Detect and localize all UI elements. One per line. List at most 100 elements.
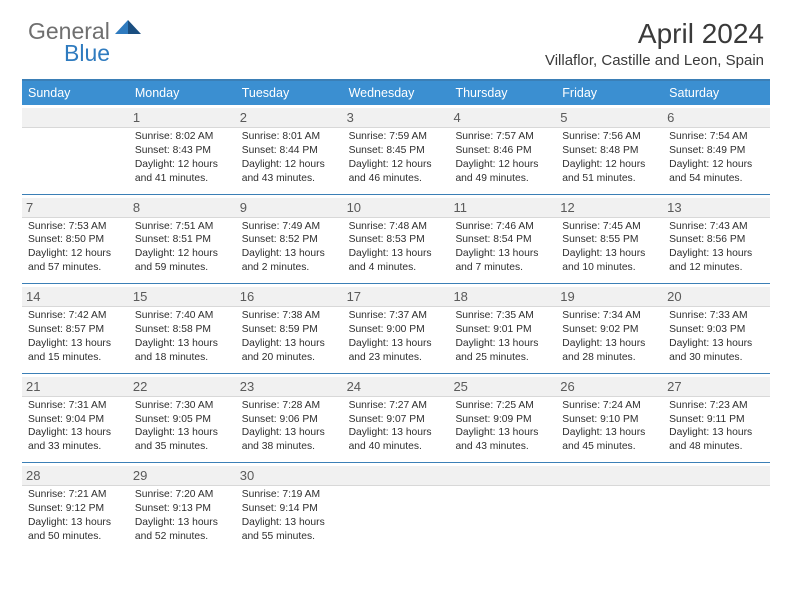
day-cell: 11Sunrise: 7:46 AMSunset: 8:54 PMDayligh…: [449, 195, 556, 284]
day-info: Sunrise: 7:31 AMSunset: 9:04 PMDaylight:…: [28, 399, 123, 455]
day-info: Sunrise: 7:30 AMSunset: 9:05 PMDaylight:…: [135, 399, 230, 455]
day-cell: [556, 463, 663, 552]
empty-day: [556, 466, 663, 486]
day-number: 2: [236, 108, 343, 128]
day-number: 9: [236, 198, 343, 218]
day-number: 21: [22, 377, 129, 397]
day-cell: 10Sunrise: 7:48 AMSunset: 8:53 PMDayligh…: [343, 195, 450, 284]
week-row: 1Sunrise: 8:02 AMSunset: 8:43 PMDaylight…: [22, 105, 770, 195]
day-number: 19: [556, 287, 663, 307]
weekday-header: Thursday: [449, 81, 556, 105]
day-cell: [22, 105, 129, 194]
day-number: 1: [129, 108, 236, 128]
day-number: 22: [129, 377, 236, 397]
week-row: 14Sunrise: 7:42 AMSunset: 8:57 PMDayligh…: [22, 284, 770, 374]
day-number: 10: [343, 198, 450, 218]
empty-day: [22, 108, 129, 128]
day-info: Sunrise: 7:57 AMSunset: 8:46 PMDaylight:…: [455, 130, 550, 186]
day-cell: 29Sunrise: 7:20 AMSunset: 9:13 PMDayligh…: [129, 463, 236, 552]
day-info: Sunrise: 7:25 AMSunset: 9:09 PMDaylight:…: [455, 399, 550, 455]
weekday-header: Saturday: [663, 81, 770, 105]
day-number: 15: [129, 287, 236, 307]
day-cell: 27Sunrise: 7:23 AMSunset: 9:11 PMDayligh…: [663, 374, 770, 463]
day-info: Sunrise: 7:35 AMSunset: 9:01 PMDaylight:…: [455, 309, 550, 365]
day-info: Sunrise: 7:51 AMSunset: 8:51 PMDaylight:…: [135, 220, 230, 276]
day-number: 30: [236, 466, 343, 486]
day-info: Sunrise: 7:38 AMSunset: 8:59 PMDaylight:…: [242, 309, 337, 365]
day-cell: 2Sunrise: 8:01 AMSunset: 8:44 PMDaylight…: [236, 105, 343, 194]
day-number: 28: [22, 466, 129, 486]
weekday-header: Tuesday: [236, 81, 343, 105]
day-number: 24: [343, 377, 450, 397]
day-info: Sunrise: 7:56 AMSunset: 8:48 PMDaylight:…: [562, 130, 657, 186]
day-number: 26: [556, 377, 663, 397]
day-number: 6: [663, 108, 770, 128]
day-info: Sunrise: 7:34 AMSunset: 9:02 PMDaylight:…: [562, 309, 657, 365]
day-cell: 16Sunrise: 7:38 AMSunset: 8:59 PMDayligh…: [236, 284, 343, 373]
day-cell: 9Sunrise: 7:49 AMSunset: 8:52 PMDaylight…: [236, 195, 343, 284]
day-cell: 1Sunrise: 8:02 AMSunset: 8:43 PMDaylight…: [129, 105, 236, 194]
weekday-header-row: SundayMondayTuesdayWednesdayThursdayFrid…: [22, 81, 770, 105]
day-cell: 6Sunrise: 7:54 AMSunset: 8:49 PMDaylight…: [663, 105, 770, 194]
day-cell: 8Sunrise: 7:51 AMSunset: 8:51 PMDaylight…: [129, 195, 236, 284]
day-info: Sunrise: 7:46 AMSunset: 8:54 PMDaylight:…: [455, 220, 550, 276]
day-cell: 17Sunrise: 7:37 AMSunset: 9:00 PMDayligh…: [343, 284, 450, 373]
day-info: Sunrise: 7:27 AMSunset: 9:07 PMDaylight:…: [349, 399, 444, 455]
weekday-header: Sunday: [22, 81, 129, 105]
day-cell: [343, 463, 450, 552]
day-info: Sunrise: 7:37 AMSunset: 9:00 PMDaylight:…: [349, 309, 444, 365]
day-cell: 30Sunrise: 7:19 AMSunset: 9:14 PMDayligh…: [236, 463, 343, 552]
day-number: 17: [343, 287, 450, 307]
day-cell: 23Sunrise: 7:28 AMSunset: 9:06 PMDayligh…: [236, 374, 343, 463]
day-number: 27: [663, 377, 770, 397]
day-cell: 25Sunrise: 7:25 AMSunset: 9:09 PMDayligh…: [449, 374, 556, 463]
day-cell: 24Sunrise: 7:27 AMSunset: 9:07 PMDayligh…: [343, 374, 450, 463]
day-info: Sunrise: 7:42 AMSunset: 8:57 PMDaylight:…: [28, 309, 123, 365]
week-row: 28Sunrise: 7:21 AMSunset: 9:12 PMDayligh…: [22, 463, 770, 552]
day-info: Sunrise: 7:53 AMSunset: 8:50 PMDaylight:…: [28, 220, 123, 276]
day-cell: 18Sunrise: 7:35 AMSunset: 9:01 PMDayligh…: [449, 284, 556, 373]
week-row: 7Sunrise: 7:53 AMSunset: 8:50 PMDaylight…: [22, 195, 770, 285]
day-cell: 13Sunrise: 7:43 AMSunset: 8:56 PMDayligh…: [663, 195, 770, 284]
month-title: April 2024: [545, 18, 764, 50]
day-info: Sunrise: 7:23 AMSunset: 9:11 PMDaylight:…: [669, 399, 764, 455]
day-info: Sunrise: 7:24 AMSunset: 9:10 PMDaylight:…: [562, 399, 657, 455]
day-number: 14: [22, 287, 129, 307]
header: General Blue April 2024 Villaflor, Casti…: [0, 0, 792, 73]
day-number: 13: [663, 198, 770, 218]
day-info: Sunrise: 7:40 AMSunset: 8:58 PMDaylight:…: [135, 309, 230, 365]
day-info: Sunrise: 7:19 AMSunset: 9:14 PMDaylight:…: [242, 488, 337, 544]
weekday-header: Monday: [129, 81, 236, 105]
day-number: 5: [556, 108, 663, 128]
day-info: Sunrise: 7:45 AMSunset: 8:55 PMDaylight:…: [562, 220, 657, 276]
weekday-header: Wednesday: [343, 81, 450, 105]
day-number: 8: [129, 198, 236, 218]
day-number: 3: [343, 108, 450, 128]
logo-triangle-icon: [115, 20, 141, 43]
day-cell: 12Sunrise: 7:45 AMSunset: 8:55 PMDayligh…: [556, 195, 663, 284]
day-number: 16: [236, 287, 343, 307]
day-cell: 28Sunrise: 7:21 AMSunset: 9:12 PMDayligh…: [22, 463, 129, 552]
title-block: April 2024 Villaflor, Castille and Leon,…: [545, 18, 764, 69]
day-cell: 26Sunrise: 7:24 AMSunset: 9:10 PMDayligh…: [556, 374, 663, 463]
day-number: 4: [449, 108, 556, 128]
day-cell: 21Sunrise: 7:31 AMSunset: 9:04 PMDayligh…: [22, 374, 129, 463]
day-number: 12: [556, 198, 663, 218]
day-info: Sunrise: 7:33 AMSunset: 9:03 PMDaylight:…: [669, 309, 764, 365]
calendar: SundayMondayTuesdayWednesdayThursdayFrid…: [22, 79, 770, 552]
day-number: 11: [449, 198, 556, 218]
day-info: Sunrise: 7:59 AMSunset: 8:45 PMDaylight:…: [349, 130, 444, 186]
day-cell: 3Sunrise: 7:59 AMSunset: 8:45 PMDaylight…: [343, 105, 450, 194]
day-info: Sunrise: 7:48 AMSunset: 8:53 PMDaylight:…: [349, 220, 444, 276]
day-cell: 22Sunrise: 7:30 AMSunset: 9:05 PMDayligh…: [129, 374, 236, 463]
day-number: 20: [663, 287, 770, 307]
day-info: Sunrise: 7:21 AMSunset: 9:12 PMDaylight:…: [28, 488, 123, 544]
day-cell: 19Sunrise: 7:34 AMSunset: 9:02 PMDayligh…: [556, 284, 663, 373]
day-info: Sunrise: 7:28 AMSunset: 9:06 PMDaylight:…: [242, 399, 337, 455]
day-info: Sunrise: 8:01 AMSunset: 8:44 PMDaylight:…: [242, 130, 337, 186]
day-number: 18: [449, 287, 556, 307]
day-cell: [663, 463, 770, 552]
logo: General Blue: [28, 18, 141, 45]
day-cell: 20Sunrise: 7:33 AMSunset: 9:03 PMDayligh…: [663, 284, 770, 373]
day-cell: [449, 463, 556, 552]
